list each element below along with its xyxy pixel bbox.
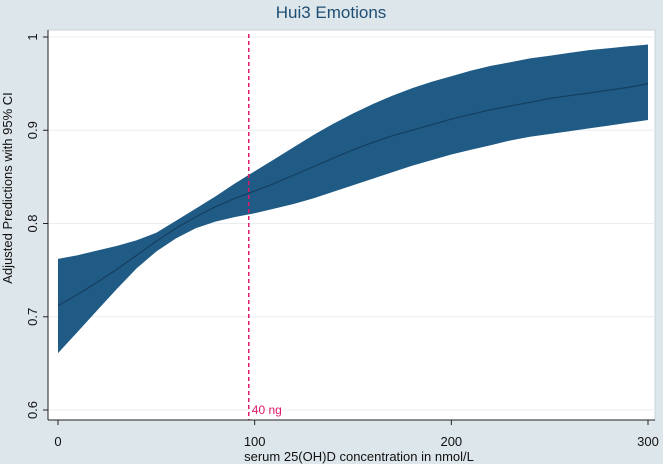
y-tick-label-0.8: 0.8 bbox=[25, 214, 40, 232]
x-axis-label: serum 25(OH)D concentration in nmol/L bbox=[244, 449, 474, 464]
prediction-line bbox=[57, 83, 649, 307]
confidence-band bbox=[58, 44, 648, 354]
series bbox=[57, 44, 649, 354]
x-tick-label-300: 300 bbox=[637, 434, 659, 449]
y-tick-label-0.7: 0.7 bbox=[25, 308, 40, 326]
x-tick-label-0: 0 bbox=[54, 434, 61, 449]
y-tick-label-0.6: 0.6 bbox=[25, 401, 40, 419]
y-axis-label: Adjusted Predictions with 95% CI bbox=[0, 92, 15, 283]
chart-title: Hui3 Emotions bbox=[276, 3, 387, 22]
x-tick-label-200: 200 bbox=[440, 434, 462, 449]
reference-line-group: 40 ng bbox=[248, 34, 282, 420]
tick-labels: 0 100 200 300 0.6 0.7 0.8 0.9 1 bbox=[25, 33, 659, 449]
x-tick-label-100: 100 bbox=[244, 434, 266, 449]
y-tick-label-1: 1 bbox=[25, 33, 40, 40]
axes bbox=[47, 30, 655, 421]
reference-line-label: 40 ng bbox=[252, 403, 282, 417]
y-tick-label-0.9: 0.9 bbox=[25, 121, 40, 139]
